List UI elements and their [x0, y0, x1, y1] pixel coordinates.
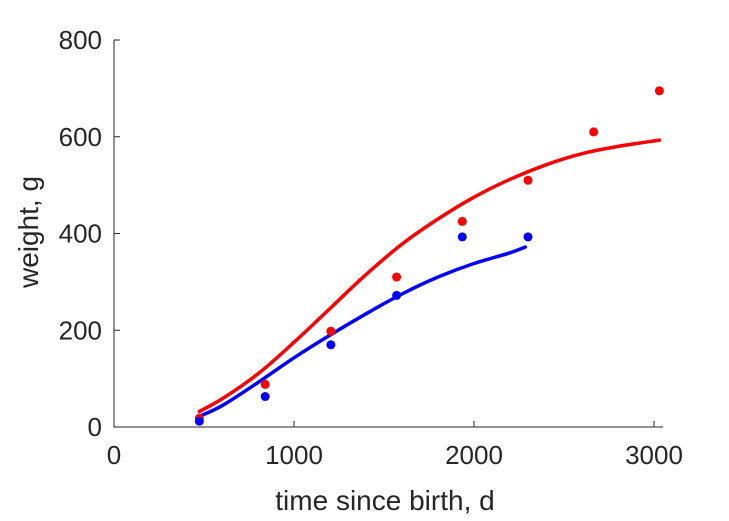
- data-point-series-1: [392, 272, 402, 282]
- fit-curve-series-1: [197, 138, 662, 414]
- data-point-series-2: [260, 392, 270, 402]
- data-point-series-2: [523, 232, 533, 242]
- y-tick-label: 400: [59, 219, 102, 249]
- y-tick-label: 0: [88, 412, 102, 442]
- y-tick-label: 800: [59, 25, 102, 55]
- y-axis-label: weight, g: [13, 176, 44, 289]
- data-point-series-1: [457, 216, 467, 226]
- x-tick-label: 3000: [625, 440, 683, 470]
- data-points: [194, 86, 664, 426]
- x-tick-label: 2000: [445, 440, 503, 470]
- data-point-series-1: [589, 127, 599, 137]
- y-tick-label: 200: [59, 315, 102, 345]
- x-tick-label: 0: [107, 440, 121, 470]
- fit-curve-series-2: [197, 245, 528, 419]
- data-point-series-2: [194, 416, 204, 426]
- data-point-series-2: [392, 290, 402, 300]
- data-point-series-2: [457, 232, 467, 242]
- data-point-series-1: [260, 379, 270, 389]
- x-tick-label: 1000: [265, 440, 323, 470]
- data-point-series-1: [523, 175, 533, 185]
- data-point-series-1: [654, 86, 664, 96]
- fit-curves: [197, 138, 662, 419]
- data-point-series-1: [326, 326, 336, 336]
- axes: 0 1000 2000 3000 0 200 400 600 800: [59, 25, 683, 470]
- data-point-series-2: [326, 340, 336, 350]
- y-tick-label: 600: [59, 122, 102, 152]
- x-axis-label: time since birth, d: [275, 485, 494, 516]
